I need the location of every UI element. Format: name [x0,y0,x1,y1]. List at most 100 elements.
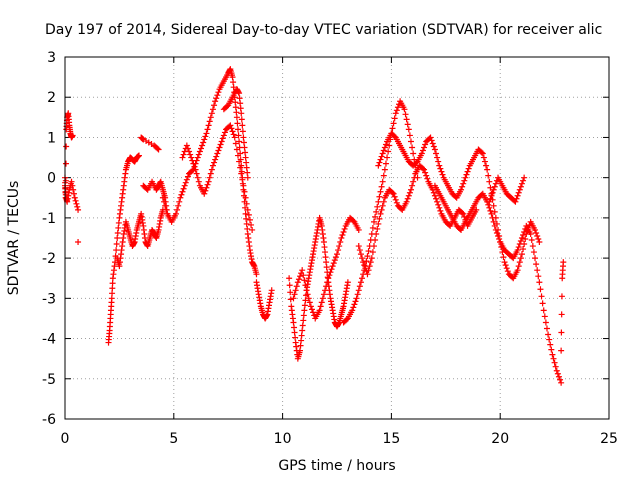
data-point [324,279,331,286]
data-point [113,247,120,254]
data-point [327,269,334,276]
data-point [491,208,498,215]
data-point [409,182,416,189]
data-point [244,225,251,232]
data-point [379,150,386,157]
data-point [205,178,212,185]
data-point [486,198,493,205]
data-point [495,232,502,239]
data-point [546,336,553,343]
data-point [240,182,247,189]
data-point [520,177,527,184]
data-point [297,273,304,280]
data-point [548,346,555,353]
data-point [518,235,525,241]
data-point [355,226,362,233]
data-point [357,251,364,258]
data-point [243,215,250,222]
data-point [380,147,387,154]
y-tick-label: -3 [42,291,56,307]
data-point [205,122,212,129]
data-point [370,243,377,250]
data-point [490,186,497,193]
data-point [377,210,384,217]
data-point [308,306,315,313]
data-point [349,307,356,314]
data-point [322,249,329,256]
data-point [390,190,397,197]
data-point [179,188,186,195]
data-point [243,200,250,207]
data-point [355,243,362,250]
data-point [298,332,305,339]
data-point [489,214,496,221]
data-point [379,178,386,185]
series-n [340,98,421,326]
data-point [213,95,220,102]
data-point [298,337,305,344]
data-point [306,299,313,306]
data-point [221,129,228,136]
data-point [206,118,213,125]
data-point [363,258,370,265]
data-point [517,183,524,190]
data-point [431,192,438,199]
data-point [478,149,485,156]
data-point [558,293,565,300]
data-point [241,188,248,195]
data-point [419,165,426,172]
data-point [551,359,558,366]
data-point [361,262,368,269]
data-point [70,190,77,197]
data-point [427,134,434,141]
data-point [248,221,255,228]
data-point [500,254,507,261]
data-point [232,104,239,111]
data-point [209,162,216,169]
data-point [230,84,237,91]
data-point [435,158,442,165]
data-point [321,244,328,251]
data-point [177,194,184,201]
data-point [496,236,503,243]
data-point [299,267,306,274]
data-point [219,135,226,142]
data-point [356,247,363,254]
data-point [419,147,426,154]
data-point [365,248,372,255]
data-point [428,137,435,144]
data-point [376,215,383,222]
data-point [534,267,541,274]
data-point [409,144,416,151]
data-point [514,192,521,199]
data-point [236,95,243,102]
data-point [391,193,398,200]
data-point [375,198,382,205]
data-point [239,128,246,135]
data-point [429,140,436,147]
data-point [517,238,524,245]
data-point [203,184,210,191]
data-point [291,291,298,298]
data-point [433,150,440,157]
data-point [135,152,142,159]
data-point [534,232,541,239]
data-point [241,144,248,151]
data-point [356,283,363,290]
data-point [528,237,535,244]
data-point [504,268,511,275]
data-point [297,342,304,349]
series-f [140,178,171,217]
data-point [486,178,493,185]
data-point [200,139,207,146]
data-point [235,132,242,139]
data-point [301,277,308,284]
data-point [439,171,446,178]
series-k [253,279,275,322]
data-point [516,259,523,266]
data-point [186,148,193,155]
data-point [339,231,346,238]
data-point [337,239,344,246]
data-point [108,295,115,302]
data-point [196,148,203,155]
